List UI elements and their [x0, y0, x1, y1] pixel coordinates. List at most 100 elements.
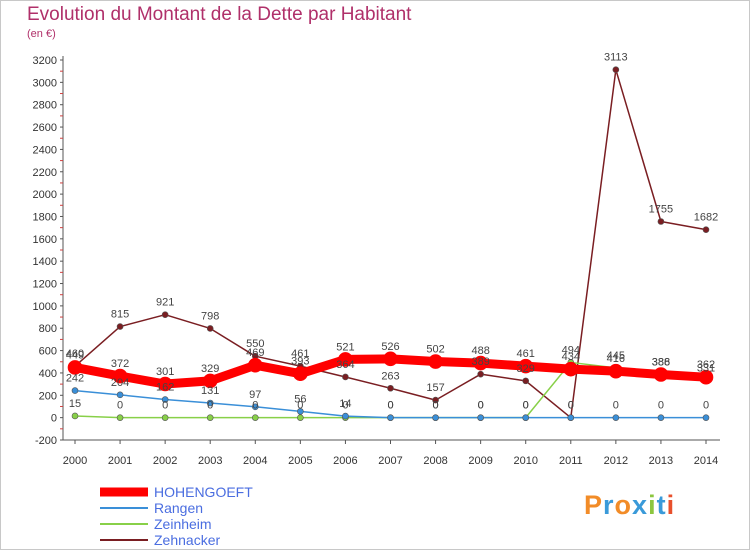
logo-letter: t: [656, 490, 667, 520]
data-point: [612, 66, 620, 74]
data-label: 0: [478, 400, 484, 412]
legend-label: HOHENGOEFT: [154, 484, 253, 500]
data-label: 0: [117, 400, 123, 412]
data-label: 1755: [649, 204, 673, 216]
data-label: 416: [607, 353, 625, 365]
y-tick-label: 0: [51, 413, 57, 425]
data-point: [71, 387, 79, 394]
data-label: 56: [294, 393, 306, 405]
logo-letter: i: [648, 490, 657, 520]
proxiti-logo: Proxiti: [584, 490, 675, 521]
data-point: [518, 358, 534, 374]
data-label: 445: [607, 350, 625, 362]
data-point: [251, 403, 259, 411]
data-label: 0: [658, 400, 664, 412]
data-label: 0: [297, 400, 303, 412]
y-tick-label: 2200: [33, 167, 57, 179]
data-label: 0: [568, 400, 574, 412]
x-tick-label: 2005: [288, 455, 312, 467]
data-label: 0: [433, 400, 439, 412]
data-point: [293, 366, 308, 382]
data-point: [473, 355, 488, 371]
y-tick-label: 1400: [33, 256, 57, 268]
data-label: 0: [252, 400, 258, 412]
x-tick-label: 2000: [63, 455, 87, 467]
data-label: 386: [652, 357, 670, 369]
data-point: [202, 373, 218, 389]
y-tick-label: 2400: [33, 144, 57, 156]
x-tick-label: 2009: [468, 455, 492, 467]
data-label: 0: [523, 400, 529, 412]
data-point: [477, 414, 484, 421]
data-label: 0: [613, 400, 619, 412]
data-point: [432, 414, 439, 421]
x-tick-label: 2014: [694, 455, 718, 467]
data-point: [206, 399, 214, 407]
data-label: 331: [697, 363, 715, 375]
data-point: [387, 414, 394, 421]
data-label: 162: [156, 382, 174, 394]
y-tick-label: 2600: [33, 122, 57, 134]
data-point: [206, 414, 214, 421]
data-label: 15: [69, 398, 81, 410]
data-label: 393: [291, 356, 309, 368]
data-label: 97: [249, 389, 261, 401]
data-label: 0: [387, 400, 393, 412]
data-point: [522, 414, 530, 421]
x-tick-label: 2006: [333, 455, 357, 467]
y-tick-label: 3000: [33, 77, 57, 89]
y-tick-label: 1200: [33, 279, 57, 291]
data-point: [71, 412, 79, 420]
data-point: [702, 226, 710, 233]
logo-letter: x: [632, 490, 649, 520]
data-point: [247, 357, 263, 373]
x-tick-label: 2001: [108, 455, 132, 467]
x-tick-label: 2004: [243, 455, 267, 467]
data-point: [116, 323, 124, 330]
data-point: [67, 360, 83, 375]
legend-label: Zeinheim: [154, 516, 212, 532]
data-point: [157, 376, 173, 392]
y-tick-label: 200: [39, 390, 57, 402]
x-tick-label: 2013: [649, 455, 673, 467]
data-point: [387, 384, 394, 392]
data-label: 3113: [604, 52, 628, 64]
data-label: 364: [336, 359, 354, 371]
data-label: 372: [111, 358, 129, 370]
y-tick-label: 600: [39, 346, 57, 358]
data-point: [338, 352, 353, 367]
data-point: [112, 368, 128, 384]
logo-letter: r: [603, 490, 615, 520]
data-point: [563, 361, 579, 377]
unit-label: (en €): [27, 28, 56, 40]
data-label: 521: [336, 341, 354, 353]
data-label: 0: [162, 400, 168, 412]
y-tick-label: 2000: [33, 189, 57, 201]
data-label: 469: [246, 347, 264, 359]
data-label: 550: [246, 338, 264, 350]
data-label: 434: [562, 351, 580, 363]
data-label: 0: [478, 400, 484, 412]
data-label: 494: [562, 344, 580, 356]
data-label: 362: [697, 359, 715, 371]
data-point: [116, 391, 124, 399]
data-point: [477, 370, 484, 378]
data-label: 157: [426, 382, 444, 394]
y-tick-label: 2800: [33, 100, 57, 112]
legend-label: Rangen: [154, 500, 203, 516]
data-point: [567, 414, 575, 421]
x-tick-label: 2002: [153, 455, 177, 467]
data-label: 14: [339, 398, 351, 410]
x-tick-label: 2007: [378, 455, 402, 467]
data-point: [342, 373, 349, 381]
y-tick-label: -200: [35, 435, 57, 447]
data-point: [342, 412, 349, 420]
data-point: [522, 377, 530, 385]
data-point: [428, 354, 443, 369]
data-label: 301: [156, 366, 174, 378]
data-point: [161, 311, 169, 319]
data-point: [657, 218, 665, 225]
data-label: 329: [201, 363, 219, 375]
data-label: 242: [66, 373, 84, 385]
x-tick-label: 2003: [198, 455, 222, 467]
